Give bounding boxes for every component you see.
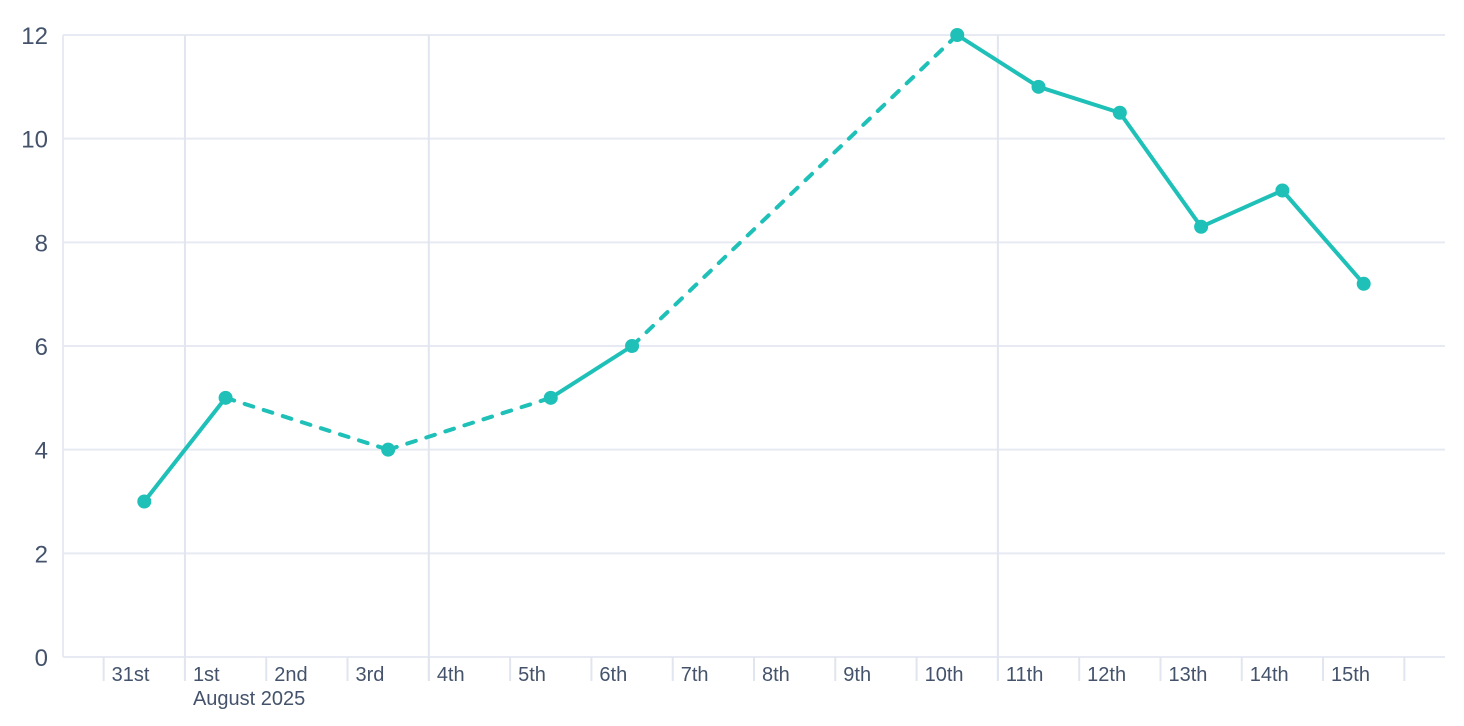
- series-gap-segment: [223, 395, 391, 452]
- x-axis-label-10th: 10th: [925, 664, 964, 686]
- x-axis-label-8th: 8th: [762, 664, 790, 686]
- x-axis-label-11th: 11th: [1006, 664, 1043, 686]
- y-axis-label: 6: [35, 334, 48, 361]
- series-line-segment: [142, 395, 228, 504]
- x-axis-label-2nd: 2nd: [274, 664, 307, 686]
- series-line-segment: [1199, 188, 1285, 229]
- x-axis-label-7th: 7th: [681, 664, 709, 686]
- x-axis-month-label: August 2025: [193, 688, 305, 710]
- data-point-12th[interactable]: [1112, 105, 1127, 120]
- series-line-segment: [1280, 188, 1366, 286]
- y-axis-label: 8: [35, 230, 48, 257]
- data-point-10th[interactable]: [950, 28, 965, 42]
- data-point-13th[interactable]: [1194, 219, 1209, 234]
- series-line-segment: [1036, 84, 1122, 115]
- data-point-5th[interactable]: [543, 390, 558, 405]
- series-gap-segment: [386, 395, 553, 452]
- x-axis-label-6th: 6th: [599, 664, 627, 686]
- y-axis-label: 0: [35, 645, 48, 672]
- x-axis-label-3rd: 3rd: [356, 664, 385, 686]
- data-point-14th[interactable]: [1275, 183, 1290, 198]
- y-axis-label: 2: [35, 541, 48, 568]
- x-axis-label-5th: 5th: [518, 664, 546, 686]
- series-gap-segment: [630, 33, 960, 348]
- x-axis-label-4th: 4th: [437, 664, 465, 686]
- series-line-segment: [955, 33, 1041, 89]
- y-axis-label: 10: [21, 127, 48, 154]
- data-point-6th[interactable]: [625, 339, 640, 353]
- x-axis-label-13th: 13th: [1168, 664, 1207, 686]
- data-point-3rd[interactable]: [381, 442, 396, 457]
- data-point-1st[interactable]: [218, 390, 233, 405]
- data-point-15th[interactable]: [1356, 276, 1371, 291]
- y-axis-label: 4: [35, 438, 48, 465]
- x-axis-label-15th: 15th: [1331, 664, 1370, 686]
- data-point-11th[interactable]: [1031, 79, 1046, 94]
- x-axis-label-31st: 31st: [112, 664, 150, 686]
- x-axis-label-1st: 1st: [193, 664, 220, 686]
- x-axis-label-14th: 14th: [1250, 664, 1289, 686]
- y-axis-label: 12: [21, 23, 48, 50]
- series-line-segment: [1117, 110, 1204, 229]
- series-line-segment: [548, 344, 635, 400]
- x-axis-label-9th: 9th: [843, 664, 871, 686]
- data-point-31st[interactable]: [137, 494, 152, 509]
- x-axis-label-12th: 12th: [1087, 664, 1126, 686]
